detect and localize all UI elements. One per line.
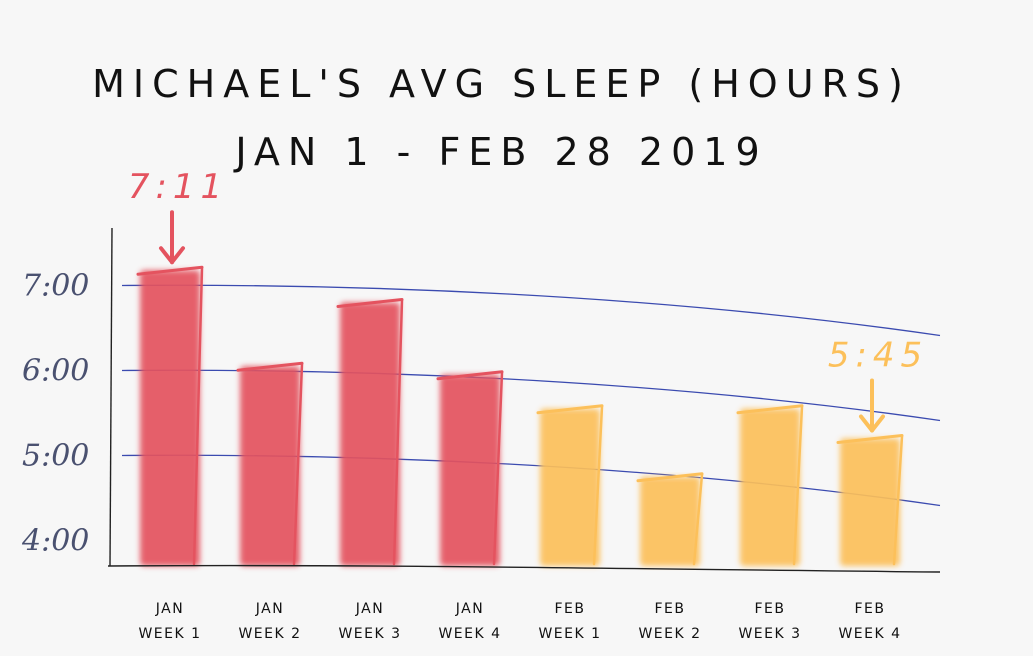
- x-tick-label-month: FEB: [854, 601, 885, 617]
- bar-top-stroke: [536, 404, 604, 415]
- bar-top-stroke: [836, 434, 904, 444]
- bar: [236, 361, 304, 566]
- annotation-arrow-head: [159, 246, 185, 265]
- bar-top-stroke: [736, 404, 804, 415]
- x-tick-label-week: WEEK 4: [838, 626, 901, 642]
- y-tick-label: 4:00: [21, 524, 89, 559]
- y-tick-labels: 4:00 5:00 6:00 7:00: [21, 269, 89, 559]
- bar-fill: [140, 270, 200, 566]
- x-tick-label-month: JAN: [455, 601, 484, 617]
- x-axis-line: [107, 564, 941, 573]
- bar-edge-stroke: [792, 405, 804, 566]
- bar-edge-stroke: [292, 363, 304, 566]
- bar-fill: [640, 476, 700, 566]
- bar-edge-stroke: [892, 435, 904, 566]
- bar: [636, 472, 704, 566]
- x-tick-label-month: JAN: [155, 601, 184, 617]
- bar-edge-stroke: [592, 405, 604, 566]
- annotation: 5:45: [828, 336, 928, 433]
- y-tick-label: 7:00: [22, 269, 89, 304]
- gridline: [121, 454, 941, 507]
- x-tick-label-month: JAN: [355, 601, 384, 617]
- bar-edge-stroke: [192, 266, 204, 566]
- bar-fill: [840, 438, 900, 566]
- chart-subtitle: JAN 1 - FEB 28 2019: [235, 130, 768, 174]
- bar-top-stroke: [336, 298, 404, 308]
- axes: [107, 227, 941, 573]
- x-tick-label-month: FEB: [554, 601, 585, 617]
- annotation: 7:11: [128, 167, 228, 265]
- bar-top-stroke: [236, 361, 304, 372]
- x-tick-label-week: WEEK 2: [238, 626, 301, 642]
- gridline: [121, 369, 941, 422]
- bar-fill: [340, 302, 400, 566]
- bar-top-stroke: [636, 472, 704, 483]
- x-tick-label-week: WEEK 1: [538, 626, 601, 642]
- y-axis-line: [109, 227, 113, 567]
- bar-fill: [440, 374, 500, 566]
- annotation-label: 5:45: [828, 336, 928, 376]
- bar: [836, 434, 904, 566]
- bar-top-stroke: [136, 265, 204, 276]
- x-tick-label-week: WEEK 4: [438, 626, 501, 642]
- y-tick-label: 5:00: [22, 439, 89, 474]
- gridline: [121, 284, 941, 337]
- bar-fill: [240, 366, 300, 566]
- bar: [736, 404, 804, 566]
- annotation-label: 7:11: [128, 167, 228, 207]
- x-tick-label-week: WEEK 3: [338, 626, 401, 642]
- x-tick-label-week: WEEK 1: [138, 626, 201, 642]
- bars: [136, 265, 904, 566]
- x-tick-labels: JAN WEEK 1 JAN WEEK 2 JAN WEEK 3 JAN WEEK 4 FEB W…: [138, 601, 901, 642]
- bar-fill: [740, 408, 800, 566]
- bar: [136, 265, 204, 566]
- bar-fill: [540, 408, 600, 566]
- bar-edge-stroke: [692, 473, 704, 566]
- bar: [436, 370, 504, 566]
- bar-edge-stroke: [492, 371, 504, 566]
- annotation-arrow-head: [859, 414, 885, 433]
- x-tick-label-week: WEEK 3: [738, 626, 801, 642]
- bar: [336, 298, 404, 566]
- chart-title: MICHAEL'S AVG SLEEP (HOURS): [92, 62, 911, 106]
- bar-edge-stroke: [392, 299, 404, 566]
- x-tick-label-month: JAN: [255, 601, 284, 617]
- annotations: 7:11 5:45: [128, 167, 928, 433]
- gridlines: [121, 284, 941, 507]
- x-tick-label-week: WEEK 2: [638, 626, 701, 642]
- x-tick-label-month: FEB: [754, 601, 785, 617]
- y-tick-label: 6:00: [22, 354, 89, 389]
- bar-top-stroke: [436, 370, 504, 381]
- bar: [536, 404, 604, 566]
- x-tick-label-month: FEB: [654, 601, 685, 617]
